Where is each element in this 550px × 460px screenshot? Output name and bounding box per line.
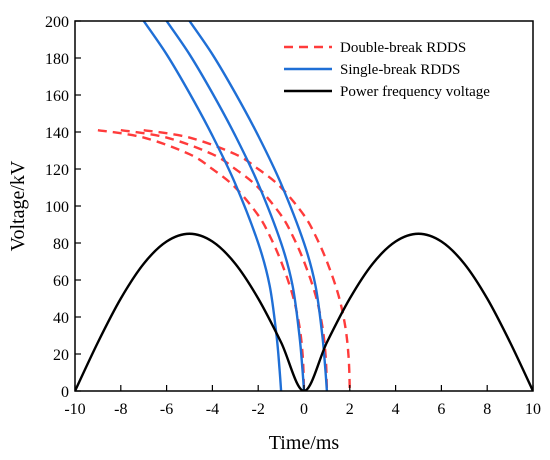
y-tick-label: 140	[45, 125, 69, 142]
y-tick-label: 0	[61, 384, 69, 401]
x-tick-label: 4	[392, 401, 400, 418]
y-tick-label: 100	[45, 199, 69, 216]
x-tick-label: 0	[300, 401, 308, 418]
y-tick-label: 180	[45, 51, 69, 68]
single-break-rdds-curve-2	[165, 21, 306, 391]
x-tick-label: -2	[252, 401, 265, 418]
x-tick-label: -6	[160, 401, 173, 418]
double-break-rdds-curve-1	[97, 128, 306, 391]
x-tick-label: 10	[525, 401, 541, 418]
y-tick-label: 40	[53, 310, 69, 327]
power-frequency-voltage-curve-1	[75, 232, 533, 391]
x-tick-label: -8	[114, 401, 127, 418]
single-break-rdds-curve-3	[188, 21, 329, 391]
x-tick-label: 8	[483, 401, 491, 418]
legend-label-double-break-rdds: Double-break RDDS	[340, 40, 466, 56]
legend-label-power-frequency-voltage: Power frequency voltage	[340, 84, 490, 100]
x-tick-label: -10	[64, 401, 85, 418]
y-tick-label: 80	[53, 236, 69, 253]
y-tick-label: 20	[53, 347, 69, 364]
x-tick-label: -4	[206, 401, 219, 418]
series-layer	[75, 21, 533, 391]
plot-frame	[74, 20, 534, 392]
legend: Double-break RDDS Single-break RDDS Power …	[284, 40, 490, 100]
y-axis-title: Voltage/kV	[7, 160, 29, 251]
double-break-rdds-curve-3	[143, 128, 351, 391]
double-break-rdds-curve-2	[120, 128, 329, 391]
single-break-rdds-curve-1	[142, 21, 283, 391]
x-tick-label: 6	[437, 401, 445, 418]
x-tick-label: 2	[346, 401, 354, 418]
y-tick-label: 200	[45, 14, 69, 31]
y-tick-label: 120	[45, 162, 69, 179]
axis-ticks: -10 -8 -6 -4 -2 0 2 4 6 8 100204060801001201401601…	[45, 14, 541, 418]
x-axis-title: Time/ms	[269, 432, 340, 454]
y-tick-label: 160	[45, 88, 69, 105]
legend-label-single-break-rdds: Single-break RDDS	[340, 62, 460, 78]
y-tick-label: 60	[53, 273, 69, 290]
